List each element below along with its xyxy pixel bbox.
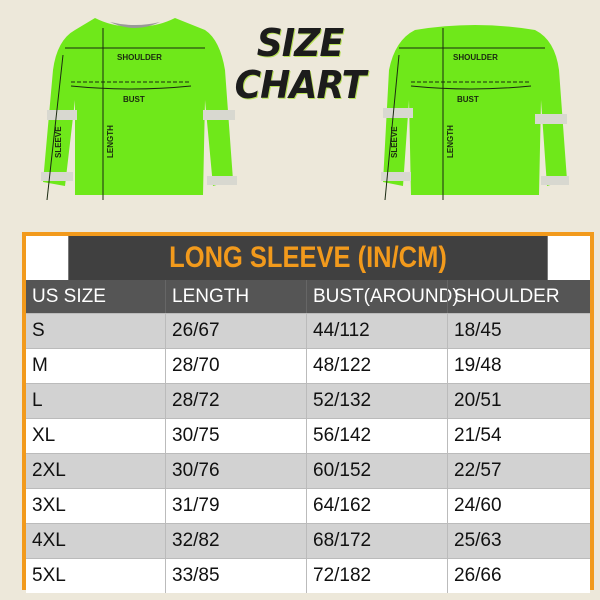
table-cell: 31/79 xyxy=(165,489,306,523)
table-cell: 72/182 xyxy=(306,559,447,593)
table-header-row: US SIZE LENGTH BUST(AROUND) SHOULDER xyxy=(26,280,590,313)
table-cell: 4XL xyxy=(32,530,66,551)
table-cell: 21/54 xyxy=(447,419,590,453)
length-label: LENGTH xyxy=(106,125,115,158)
table-cell: 28/72 xyxy=(165,384,306,418)
table-cell: 33/85 xyxy=(165,559,306,593)
table-cell: 24/60 xyxy=(447,489,590,523)
table-cell: 5XL xyxy=(32,565,66,586)
table-row: 5XL 33/85 72/182 26/66 xyxy=(26,558,590,593)
table-cell: 56/142 xyxy=(306,419,447,453)
table-cell: 26/66 xyxy=(447,559,590,593)
title-line-2: CHART xyxy=(234,63,367,107)
table-cell: 19/48 xyxy=(447,349,590,383)
bust-label: BUST xyxy=(457,95,479,104)
table-cell: 52/132 xyxy=(306,384,447,418)
table-title: LONG SLEEVE (IN/CM) xyxy=(68,236,548,280)
table-cell: 68/172 xyxy=(306,524,447,558)
header-cell: LENGTH xyxy=(165,280,306,313)
front-sweatshirt-diagram: SHOULDER BUST SLEEVE LENGTH xyxy=(41,18,237,200)
table-cell: 18/45 xyxy=(447,314,590,348)
table-cell: 28/70 xyxy=(165,349,306,383)
back-sweatshirt-diagram: SHOULDER BUST SLEEVE LENGTH xyxy=(381,25,569,200)
sleeve-label: SLEEVE xyxy=(390,126,399,158)
table-row: M 28/70 48/122 19/48 xyxy=(26,348,590,383)
sleeve-label: SLEEVE xyxy=(54,126,63,158)
header-cell: US SIZE xyxy=(32,286,106,307)
table-cell: 2XL xyxy=(32,460,66,481)
table-cell: 25/63 xyxy=(447,524,590,558)
table-row: S 26/67 44/112 18/45 xyxy=(26,313,590,348)
table-cell: 30/75 xyxy=(165,419,306,453)
table-row: 3XL 31/79 64/162 24/60 xyxy=(26,488,590,523)
table-cell: 30/76 xyxy=(165,454,306,488)
table-row: L 28/72 52/132 20/51 xyxy=(26,383,590,418)
size-chart-title: SIZE CHART xyxy=(229,22,372,106)
bust-label: BUST xyxy=(123,95,145,104)
table-cell: M xyxy=(32,355,48,376)
table-cell: 48/122 xyxy=(306,349,447,383)
size-table: LONG SLEEVE (IN/CM) US SIZE LENGTH BUST(… xyxy=(22,232,594,593)
table-cell: 3XL xyxy=(32,495,66,516)
table-cell: XL xyxy=(32,425,56,446)
table-cell: 60/152 xyxy=(306,454,447,488)
table-cell: 22/57 xyxy=(447,454,590,488)
table-cell: 64/162 xyxy=(306,489,447,523)
table-cell: L xyxy=(32,390,43,411)
shoulder-label: SHOULDER xyxy=(117,53,162,62)
table-cell: 32/82 xyxy=(165,524,306,558)
table-cell: 20/51 xyxy=(447,384,590,418)
table-row: XL 30/75 56/142 21/54 xyxy=(26,418,590,453)
shoulder-label: SHOULDER xyxy=(453,53,498,62)
length-label: LENGTH xyxy=(446,125,455,158)
table-cell: S xyxy=(32,320,45,341)
table-row: 2XL 30/76 60/152 22/57 xyxy=(26,453,590,488)
table-cell: 26/67 xyxy=(165,314,306,348)
header-cell: SHOULDER xyxy=(447,280,590,313)
header-cell: BUST(AROUND) xyxy=(306,280,459,313)
title-line-1: SIZE xyxy=(256,21,344,65)
table-cell: 44/112 xyxy=(306,314,447,348)
table-row: 4XL 32/82 68/172 25/63 xyxy=(26,523,590,558)
